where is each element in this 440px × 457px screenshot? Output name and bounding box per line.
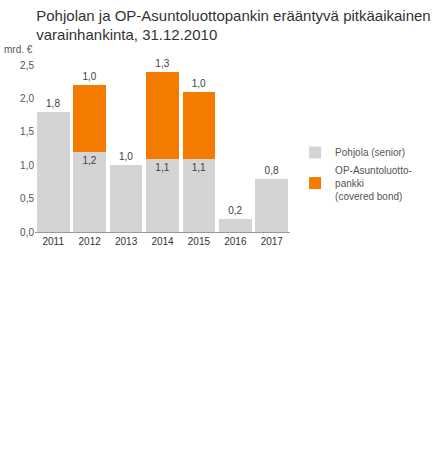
svg-text:Pohjola (senior): Pohjola (senior)	[335, 147, 405, 158]
svg-text:OP-Asuntoluotto-pankki(covered: OP-Asuntoluotto-pankki(covered bond)	[335, 165, 412, 202]
svg-text:0,8: 0,8	[265, 165, 279, 176]
svg-text:mrd. €: mrd. €	[4, 44, 33, 55]
svg-text:0,0: 0,0	[20, 227, 34, 238]
svg-text:2014: 2014	[151, 236, 174, 247]
svg-text:2,0: 2,0	[20, 93, 34, 104]
svg-text:1,0: 1,0	[192, 78, 206, 89]
svg-text:1,3: 1,3	[155, 58, 169, 69]
svg-text:1,0: 1,0	[20, 160, 34, 171]
svg-text:1,0: 1,0	[82, 71, 96, 82]
svg-text:2013: 2013	[115, 236, 138, 247]
svg-text:0,5: 0,5	[20, 193, 34, 204]
svg-text:1,2: 1,2	[82, 155, 96, 166]
svg-text:0,2: 0,2	[228, 205, 242, 216]
svg-text:2015: 2015	[188, 236, 211, 247]
svg-text:2012: 2012	[79, 236, 102, 247]
svg-text:1,8: 1,8	[46, 98, 60, 109]
svg-text:1,1: 1,1	[155, 162, 169, 173]
svg-text:2011: 2011	[42, 236, 64, 247]
svg-text:2017: 2017	[261, 236, 284, 247]
svg-text:1,1: 1,1	[192, 162, 206, 173]
svg-text:2016: 2016	[224, 236, 247, 247]
svg-text:1,5: 1,5	[20, 126, 34, 137]
svg-text:Pohjolan ja OP-Asuntoluottopan: Pohjolan ja OP-Asuntoluottopankin eräänt…	[36, 7, 430, 44]
svg-text:2,5: 2,5	[20, 60, 34, 71]
svg-text:1,0: 1,0	[119, 151, 133, 162]
